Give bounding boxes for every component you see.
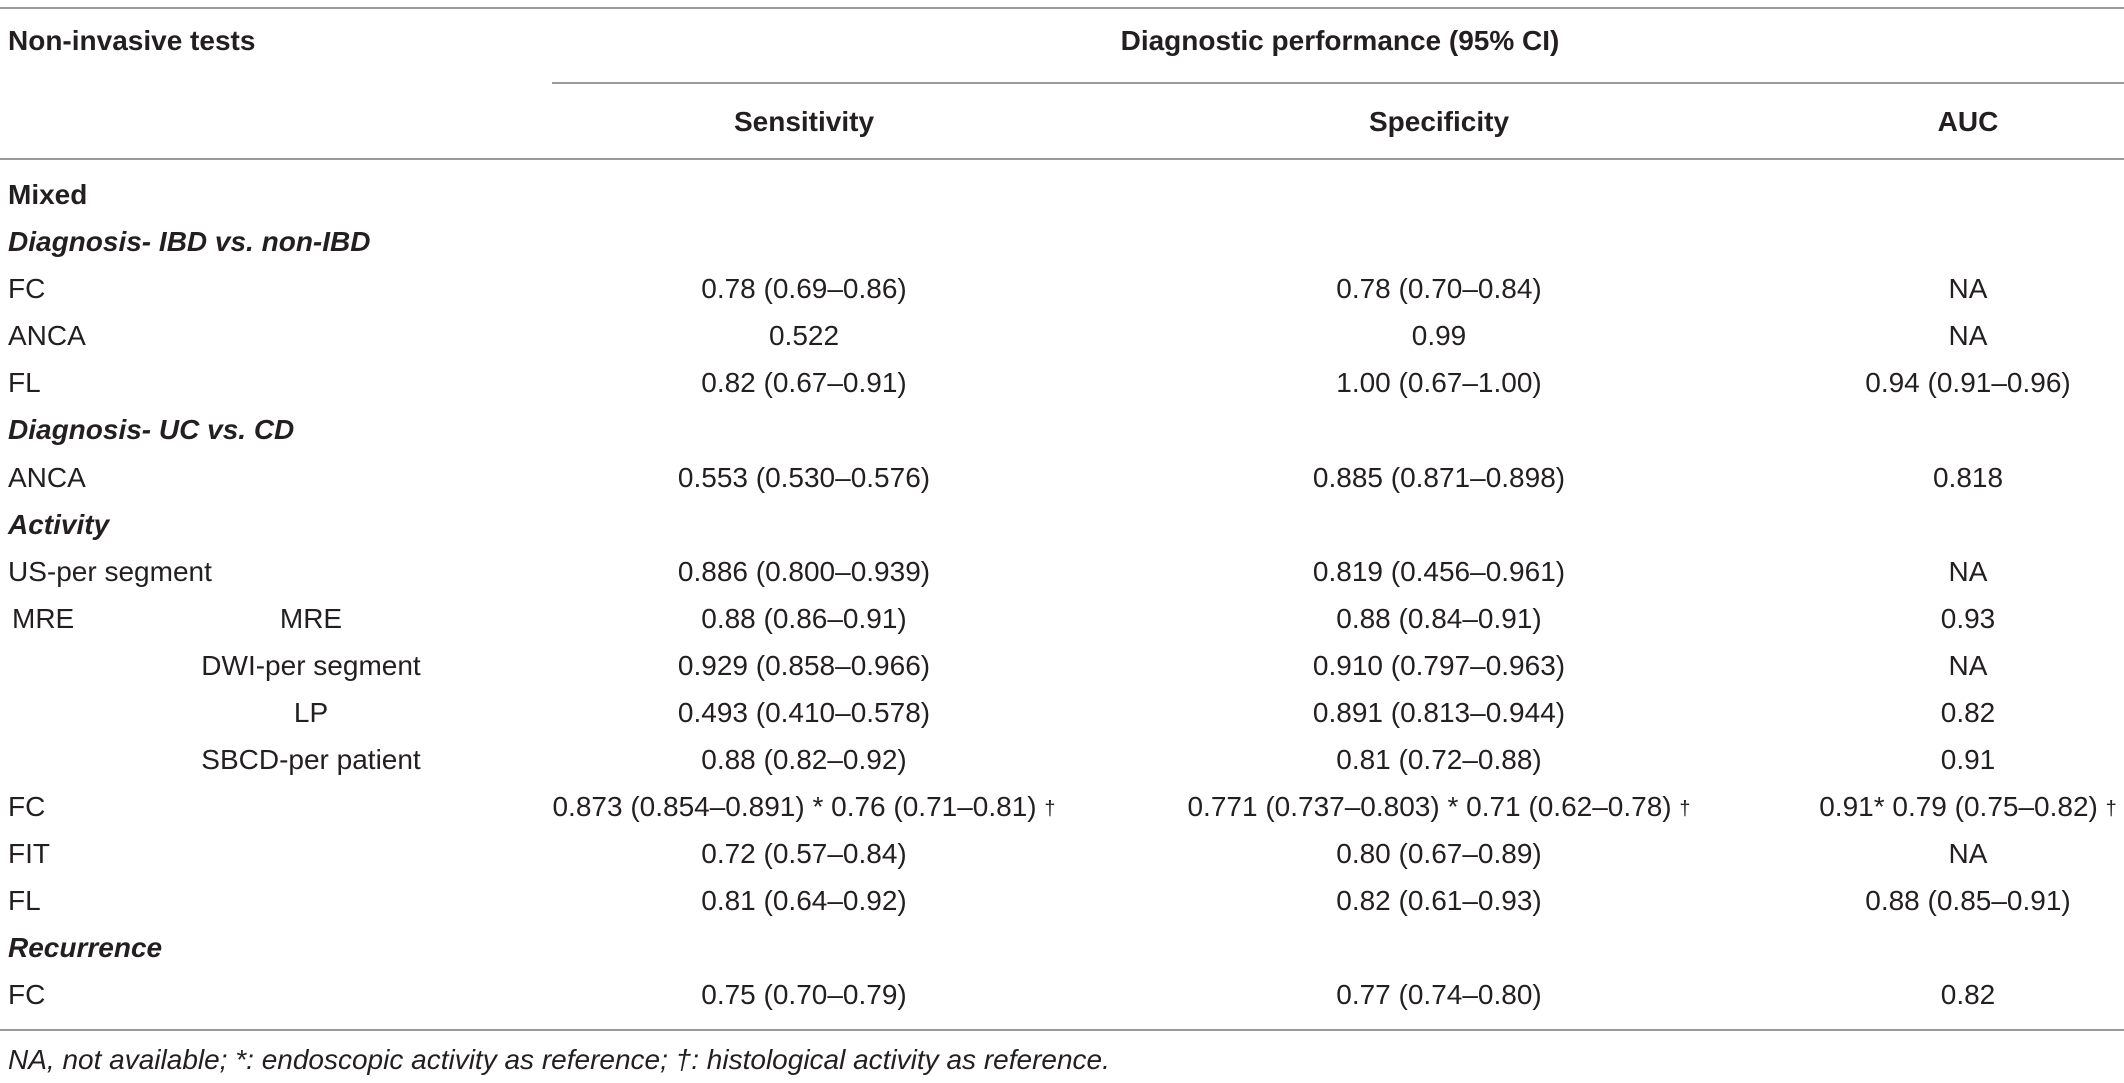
section-mixed: Mixed	[8, 179, 88, 210]
row-specificity: 0.82 (0.61–0.93)	[1336, 885, 1542, 916]
row-specificity: 0.885 (0.871–0.898)	[1312, 462, 1566, 493]
row-specificity: 1.00 (0.67–1.00)	[1336, 367, 1542, 398]
specificity-value: 0.771 (0.737–0.803) * 0.71 (0.62–0.78)	[1187, 791, 1672, 822]
row-test: ANCA	[8, 320, 86, 351]
row-test: FC	[8, 791, 46, 822]
row-specificity: 0.819 (0.456–0.961)	[1312, 556, 1566, 587]
auc-value: 0.91* 0.79 (0.75–0.82)	[1819, 791, 2098, 822]
row-auc: NA	[1948, 838, 1988, 869]
col-header-tests: Non-invasive tests	[8, 25, 256, 56]
row-specificity: 0.77 (0.74–0.80)	[1336, 979, 1542, 1010]
row-auc: 0.82	[1940, 697, 1996, 728]
top-rule	[0, 7, 2124, 9]
group-rule	[552, 82, 2124, 84]
col-header-specificity: Specificity	[1368, 106, 1510, 137]
row-test: FL	[8, 367, 41, 398]
row-subtest: SBCD-per patient	[201, 744, 421, 775]
row-sensitivity: 0.873 (0.854–0.891) * 0.76 (0.71–0.81) †	[552, 790, 1055, 826]
row-test: FIT	[8, 838, 50, 869]
dagger-mark: †	[1044, 798, 1056, 820]
row-subtest: LP	[293, 697, 329, 728]
row-auc: NA	[1948, 556, 1988, 587]
row-test: MRE	[12, 603, 75, 634]
row-specificity: 0.80 (0.67–0.89)	[1336, 838, 1542, 869]
sensitivity-value: 0.873 (0.854–0.891) * 0.76 (0.71–0.81)	[552, 791, 1037, 822]
row-sensitivity: 0.493 (0.410–0.578)	[677, 697, 931, 728]
row-sensitivity: 0.88 (0.86–0.91)	[701, 603, 907, 634]
col-header-sensitivity: Sensitivity	[733, 106, 875, 137]
row-auc: 0.91	[1940, 744, 1996, 775]
row-auc: NA	[1948, 650, 1988, 681]
row-sensitivity: 0.72 (0.57–0.84)	[701, 838, 907, 869]
row-sensitivity: 0.75 (0.70–0.79)	[701, 979, 907, 1010]
row-specificity: 0.81 (0.72–0.88)	[1336, 744, 1542, 775]
header-rule	[0, 158, 2124, 160]
row-auc: 0.82	[1940, 979, 1996, 1010]
section-uc-vs-cd: Diagnosis- UC vs. CD	[8, 414, 295, 445]
row-test: FC	[8, 979, 46, 1010]
row-auc: 0.88 (0.85–0.91)	[1865, 885, 2071, 916]
row-auc: 0.94 (0.91–0.96)	[1865, 367, 2071, 398]
row-subtest: DWI-per segment	[201, 650, 421, 681]
row-test: ANCA	[8, 462, 86, 493]
section-activity: Activity	[8, 509, 110, 540]
row-sensitivity: 0.81 (0.64–0.92)	[701, 885, 907, 916]
section-ibd: Diagnosis- IBD vs. non-IBD	[8, 226, 371, 257]
row-sensitivity: 0.78 (0.69–0.86)	[701, 273, 907, 304]
dagger-mark: †	[1679, 798, 1691, 820]
row-sensitivity: 0.522	[768, 320, 840, 351]
col-header-auc: AUC	[1937, 106, 1999, 137]
row-auc: NA	[1948, 320, 1988, 351]
row-test: FL	[8, 885, 41, 916]
row-specificity: 0.910 (0.797–0.963)	[1312, 650, 1566, 681]
row-subtest: MRE	[279, 603, 343, 634]
row-sensitivity: 0.88 (0.82–0.92)	[701, 744, 907, 775]
row-specificity: 0.99	[1411, 320, 1467, 351]
row-sensitivity: 0.553 (0.530–0.576)	[677, 462, 931, 493]
section-recurrence: Recurrence	[8, 932, 163, 963]
row-test: FC	[8, 273, 46, 304]
row-specificity: 0.891 (0.813–0.944)	[1312, 697, 1566, 728]
row-auc: 0.818	[1932, 462, 2004, 493]
row-sensitivity: 0.886 (0.800–0.939)	[677, 556, 931, 587]
row-auc: 0.93	[1940, 603, 1996, 634]
row-test: US-per segment	[8, 556, 212, 587]
row-auc: 0.91* 0.79 (0.75–0.82) †	[1819, 790, 2117, 826]
col-group-title: Diagnostic performance (95% CI)	[1120, 25, 1560, 56]
dagger-mark: †	[2105, 798, 2117, 820]
row-sensitivity: 0.82 (0.67–0.91)	[701, 367, 907, 398]
row-specificity: 0.771 (0.737–0.803) * 0.71 (0.62–0.78) †	[1187, 790, 1690, 826]
row-specificity: 0.88 (0.84–0.91)	[1336, 603, 1542, 634]
bottom-rule	[0, 1029, 2124, 1031]
table-footnote: NA, not available; *: endoscopic activit…	[8, 1044, 1110, 1075]
row-specificity: 0.78 (0.70–0.84)	[1336, 273, 1542, 304]
row-auc: NA	[1948, 273, 1988, 304]
row-sensitivity: 0.929 (0.858–0.966)	[677, 650, 931, 681]
